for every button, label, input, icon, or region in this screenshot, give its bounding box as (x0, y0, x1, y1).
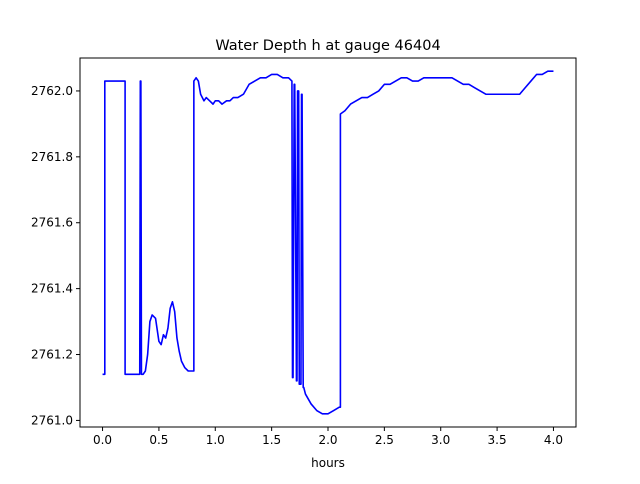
x-tick-label: 2.0 (318, 433, 337, 447)
y-tick-label: 2761.8 (31, 150, 73, 164)
x-tick-label: 3.0 (431, 433, 450, 447)
plot-frame (79, 57, 577, 428)
x-tick-label: 1.0 (206, 433, 225, 447)
x-tick-label: 3.5 (488, 433, 507, 447)
y-tick-label: 2761.0 (31, 413, 73, 427)
y-tick-label: 2761.2 (31, 348, 73, 362)
y-tick-label: 2761.6 (31, 216, 73, 230)
plot-area: 0.0 0.5 1.0 1.5 2.0 2.5 3.0 3.5 4.0 2761.0 2761.2 2… (31, 57, 577, 447)
series-line-0 (102, 70, 554, 415)
x-axis-label: hours (311, 456, 345, 470)
x-tick-label: 1.5 (262, 433, 281, 447)
x-tick-label: 0.5 (149, 433, 168, 447)
y-tick-label: 2761.4 (31, 282, 73, 296)
x-tick-label: 0.0 (93, 433, 112, 447)
x-tick-label: 2.5 (375, 433, 394, 447)
chart-title: Water Depth h at gauge 46404 (215, 38, 440, 54)
y-tick-label: 2762.0 (31, 84, 73, 98)
x-tick-label: 4.0 (544, 433, 563, 447)
